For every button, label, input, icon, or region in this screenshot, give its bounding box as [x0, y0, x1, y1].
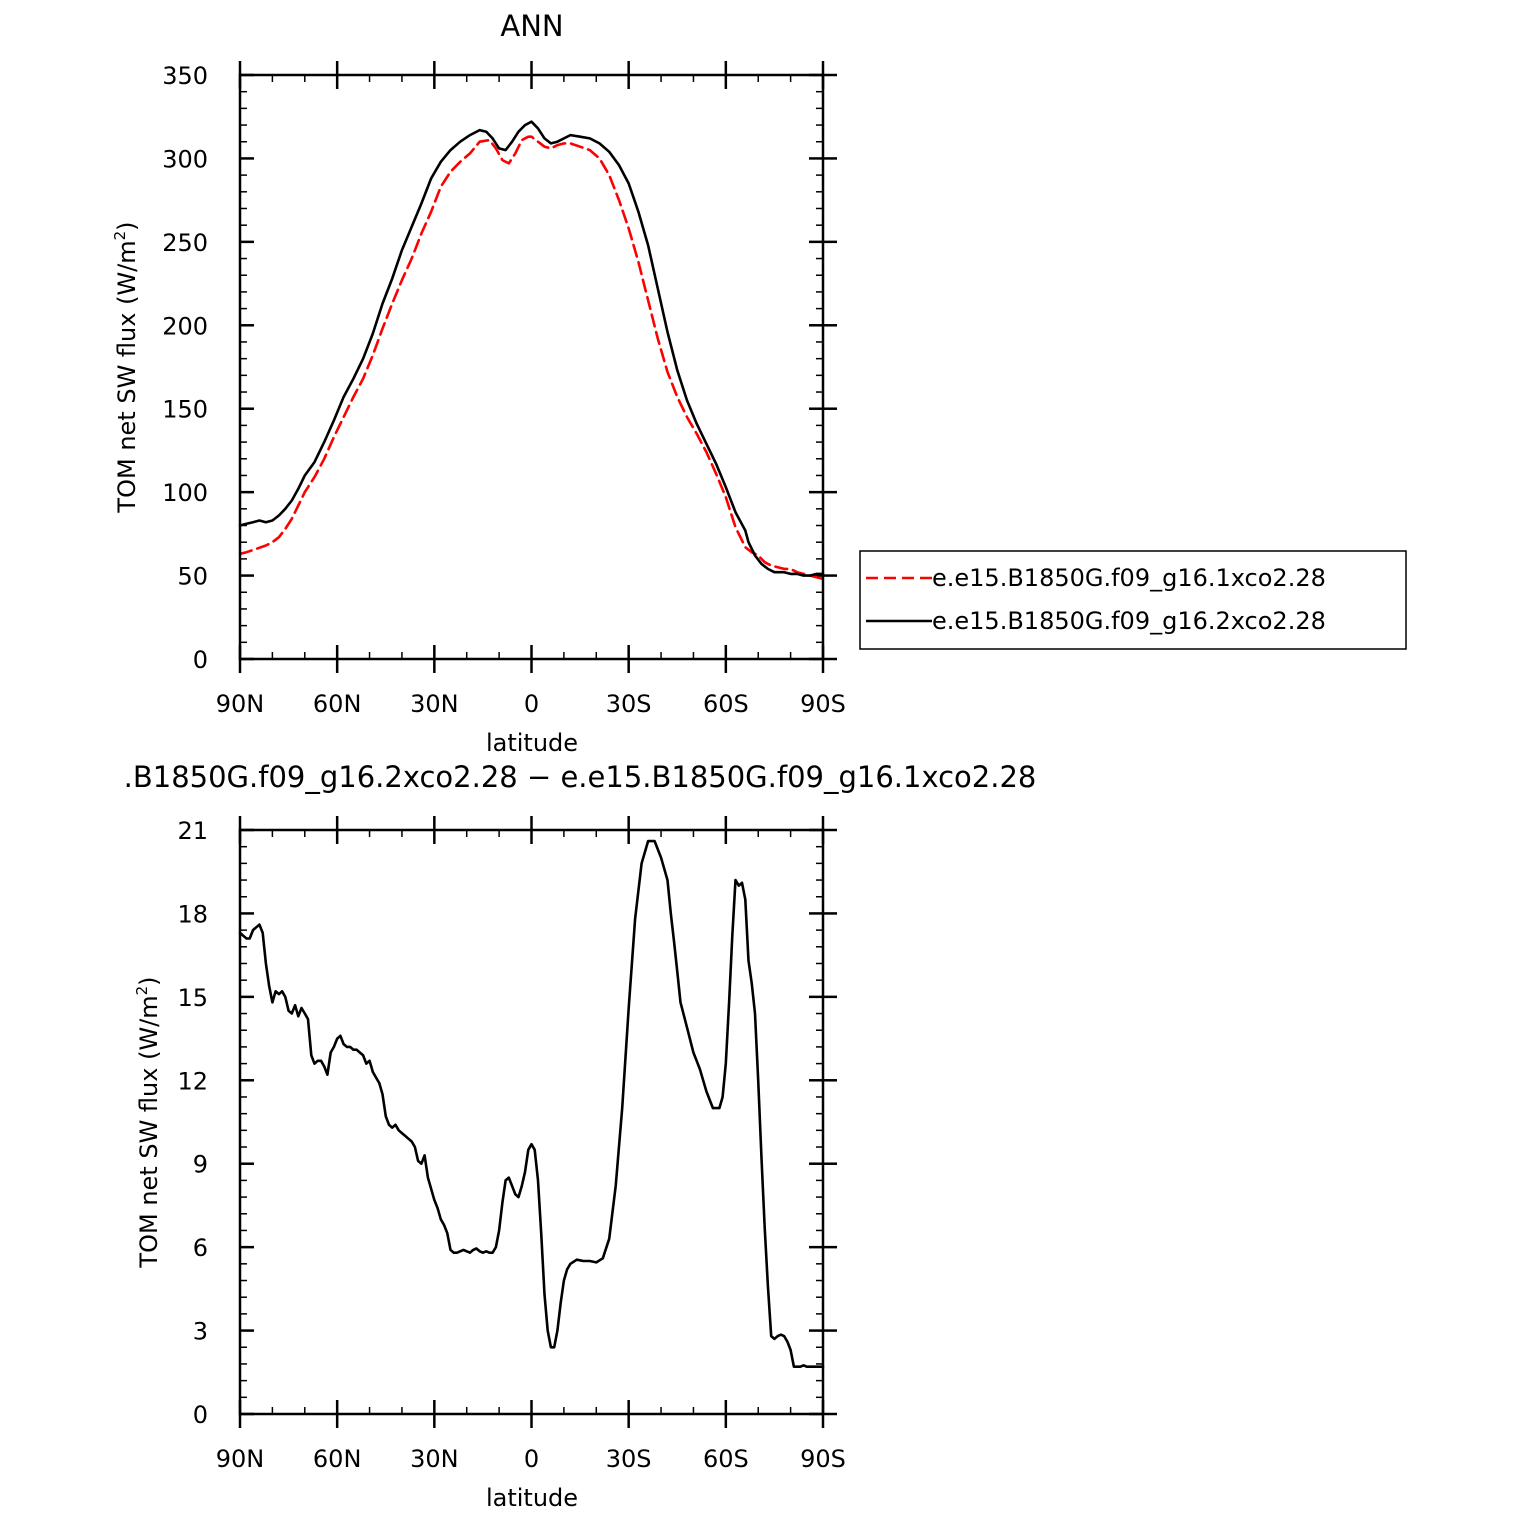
bottom-y-tick-label: 6 — [193, 1234, 208, 1262]
top-x-tick-label: 30N — [410, 690, 459, 718]
bottom-plot-title: .B1850G.f09_g16.2xco2.28 − e.e15.B1850G.… — [124, 760, 1037, 794]
top-panel: ANN 90N 60N 30N 0 30S 60S 90S 0 50 100 150 200 250 30… — [111, 9, 846, 757]
top-series — [238, 120, 825, 581]
bottom-panel: .B1850G.f09_g16.2xco2.28 − e.e15.B1850G.… — [124, 760, 1037, 1512]
top-y-tick-label: 50 — [177, 563, 208, 591]
top-x-tick-label: 60S — [703, 690, 749, 718]
bottom-y-tick-label: 3 — [193, 1318, 208, 1346]
bottom-x-tick-label: 90N — [216, 1445, 265, 1473]
bottom-y-tick-label: 21 — [177, 817, 208, 845]
bottom-y-tick-label: 18 — [177, 900, 208, 928]
top-series-line-0 — [238, 135, 825, 581]
bottom-y-tick-label: 12 — [177, 1067, 208, 1095]
bottom-ticks — [238, 816, 837, 1428]
bottom-x-tick-label: 60S — [703, 1445, 749, 1473]
top-tick-labels: 90N 60N 30N 0 30S 60S 90S 0 50 100 150 200 250 300 350 — [162, 62, 846, 718]
bottom-y-tick-label: 15 — [177, 984, 208, 1012]
bottom-x-tick-label: 0 — [524, 1445, 539, 1473]
bottom-y-tick-label: 0 — [193, 1401, 208, 1429]
bottom-x-tick-label: 90S — [800, 1445, 846, 1473]
bottom-x-tick-label: 60N — [313, 1445, 362, 1473]
bottom-series — [238, 839, 825, 1368]
top-x-tick-label: 0 — [524, 690, 539, 718]
top-y-tick-label: 350 — [162, 62, 208, 90]
top-x-axis-title: latitude — [486, 729, 578, 757]
legend-label-2xco2: e.e15.B1850G.f09_g16.2xco2.28 — [932, 607, 1326, 635]
top-series-line-1 — [238, 120, 825, 577]
bottom-series-line-0 — [238, 839, 825, 1368]
top-plot-frame — [238, 73, 825, 661]
top-y-tick-label: 150 — [162, 396, 208, 424]
top-ticks — [238, 61, 837, 673]
top-x-tick-label: 90S — [800, 690, 846, 718]
bottom-x-tick-label: 30S — [606, 1445, 652, 1473]
top-y-tick-label: 300 — [162, 145, 208, 173]
top-y-tick-label: 0 — [193, 646, 208, 674]
top-x-tick-label: 30S — [606, 690, 652, 718]
bottom-plot-frame — [238, 828, 825, 1416]
top-plot-title: ANN — [500, 9, 563, 43]
legend-box — [859, 550, 1407, 650]
bottom-x-tick-label: 30N — [410, 1445, 459, 1473]
bottom-x-axis-title: latitude — [486, 1484, 578, 1512]
legend: e.e15.B1850G.f09_g16.1xco2.28 e.e15.B185… — [859, 550, 1407, 650]
top-y-axis-title: TOM net SW flux (W/m2) — [111, 221, 141, 513]
top-y-tick-label: 100 — [162, 479, 208, 507]
bottom-y-axis-title: TOM net SW flux (W/m2) — [133, 976, 163, 1268]
top-y-tick-label: 200 — [162, 312, 208, 340]
top-y-tick-label: 250 — [162, 229, 208, 257]
top-x-tick-label: 60N — [313, 690, 362, 718]
legend-label-1xco2: e.e15.B1850G.f09_g16.1xco2.28 — [932, 564, 1326, 592]
bottom-y-tick-label: 9 — [193, 1151, 208, 1179]
top-x-tick-label: 90N — [216, 690, 265, 718]
bottom-tick-labels: 90N 60N 30N 0 30S 60S 90S 0 3 6 9 12 15 18 21 — [177, 817, 845, 1473]
